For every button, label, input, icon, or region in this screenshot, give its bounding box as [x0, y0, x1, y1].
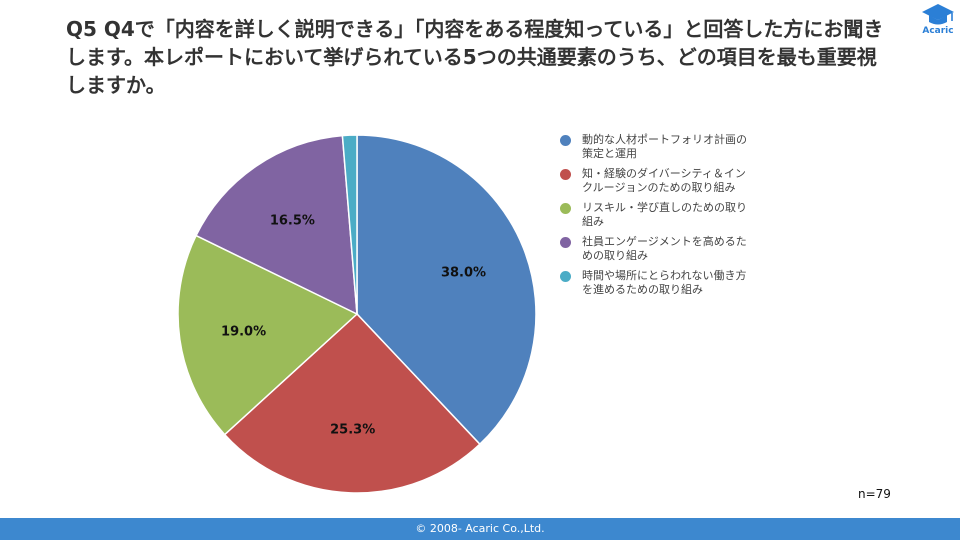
- legend-label-line: 動的な人材ポートフォリオ計画の: [582, 133, 747, 146]
- question-title: Q5 Q4で「内容を詳しく説明できる」「内容をある程度知っている」と回答した方に…: [66, 17, 884, 97]
- company-logo: Acaric: [916, 2, 960, 46]
- logo-text: Acaric: [922, 26, 954, 36]
- legend-swatch: [560, 237, 571, 248]
- graduation-cap-icon: [922, 4, 954, 25]
- pie-slice-1: [223, 312, 481, 494]
- legend-item: 社員エンゲージメントを高めるた めの取り組み: [560, 235, 790, 263]
- sample-size: n=79: [858, 487, 891, 501]
- legend-label-line: クルージョンのための取り組み: [582, 181, 736, 194]
- legend-item: 知・経験のダイバーシティ＆イン クルージョンのための取り組み: [560, 167, 790, 195]
- legend-swatch: [560, 169, 571, 180]
- footer-bar: © 2008- Acaric Co.,Ltd.: [0, 518, 960, 540]
- legend-swatch: [560, 135, 571, 146]
- pie-slice-4: [341, 134, 358, 315]
- legend-swatch: [560, 271, 571, 282]
- legend-item: 時間や場所にとらわれない働き方 を進めるための取り組み: [560, 269, 790, 297]
- copyright-text: © 2008- Acaric Co.,Ltd.: [415, 522, 545, 535]
- legend-label-line: めの取り組み: [582, 249, 648, 262]
- legend-item: 動的な人材ポートフォリオ計画の 策定と運用: [560, 133, 790, 161]
- pie-data-label-3: 16.5%: [270, 213, 315, 228]
- pie-slice-0: [356, 134, 537, 446]
- pie-data-label-0: 38.0%: [441, 266, 486, 281]
- legend-label-line: 社員エンゲージメントを高めるた: [582, 235, 747, 248]
- legend-label-line: リスキル・学び直しのための取り: [582, 201, 747, 214]
- legend-label-line: 知・経験のダイバーシティ＆イン: [582, 167, 746, 180]
- chart-legend: 動的な人材ポートフォリオ計画の 策定と運用 知・経験のダイバーシティ＆イン クル…: [560, 133, 790, 303]
- legend-label-line: 組み: [582, 215, 604, 228]
- pie-slice-3: [195, 134, 358, 316]
- pie-slice-2: [177, 234, 359, 436]
- legend-label-line: を進めるための取り組み: [582, 283, 703, 296]
- legend-swatch: [560, 203, 571, 214]
- pie-data-label-2: 19.0%: [221, 324, 266, 339]
- legend-item: リスキル・学び直しのための取り 組み: [560, 201, 790, 229]
- pie-chart: 38.0% 25.3% 19.0% 16.5%: [177, 134, 537, 494]
- pie-data-label-1: 25.3%: [330, 423, 375, 438]
- legend-label-line: 策定と運用: [582, 147, 637, 160]
- legend-label-line: 時間や場所にとらわれない働き方: [582, 269, 747, 282]
